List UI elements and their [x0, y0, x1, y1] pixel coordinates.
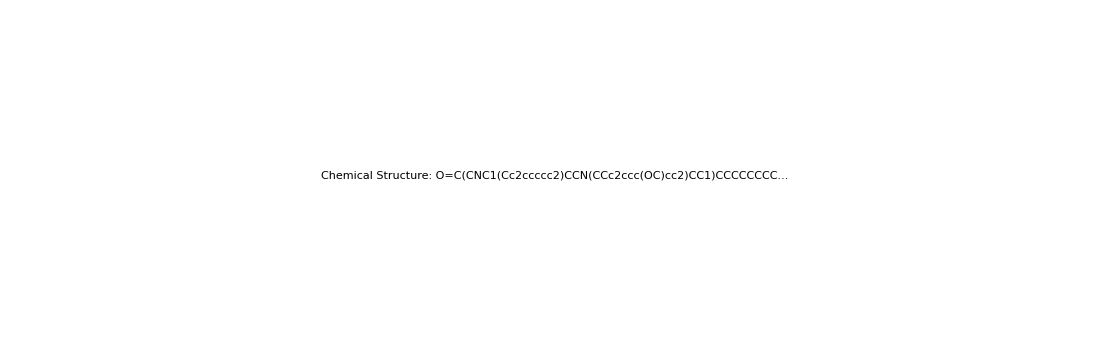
Text: Chemical Structure: O=C(CNC1(Cc2ccccc2)CCN(CCc2ccc(OC)cc2)CC1)CCCCCCCC...: Chemical Structure: O=C(CNC1(Cc2ccccc2)C… — [321, 171, 789, 180]
